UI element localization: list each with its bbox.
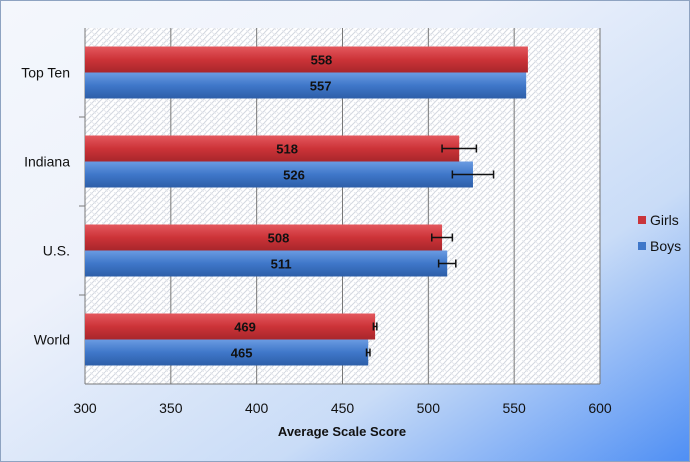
data-label: 526 bbox=[283, 168, 305, 183]
bars: 558 557 518 526 508 511 469 465 bbox=[85, 46, 528, 366]
category-labels: Top Ten Indiana U.S. World bbox=[21, 65, 70, 348]
data-label: 557 bbox=[310, 79, 332, 94]
bar-girls bbox=[85, 224, 443, 251]
x-tick-label: 500 bbox=[417, 400, 441, 416]
y-axis-ticks bbox=[79, 116, 85, 296]
legend-swatch-boys bbox=[638, 242, 646, 250]
data-label: 511 bbox=[271, 257, 292, 272]
category-label: World bbox=[34, 332, 70, 348]
x-tick-labels: 300 350 400 450 500 550 600 bbox=[73, 400, 612, 416]
data-label: 518 bbox=[276, 142, 298, 157]
category-label: U.S. bbox=[43, 243, 70, 259]
x-tick-label: 450 bbox=[331, 400, 355, 416]
legend-item-girls: Girls bbox=[638, 212, 679, 228]
data-label: 465 bbox=[231, 346, 253, 361]
x-tick-label: 350 bbox=[159, 400, 183, 416]
x-tick-label: 300 bbox=[73, 400, 97, 416]
category-label: Indiana bbox=[24, 154, 70, 170]
bar-boys bbox=[85, 250, 448, 277]
data-label: 508 bbox=[268, 231, 290, 246]
x-tick-label: 550 bbox=[502, 400, 526, 416]
x-tick-label: 400 bbox=[245, 400, 269, 416]
legend: Girls Boys bbox=[638, 212, 681, 254]
bar-boys bbox=[85, 72, 527, 99]
bar-girls bbox=[85, 313, 376, 340]
data-label: 469 bbox=[234, 320, 256, 335]
bar-girls bbox=[85, 46, 528, 73]
bar-boys bbox=[85, 161, 473, 188]
x-axis-label: Average Scale Score bbox=[278, 424, 406, 439]
legend-item-boys: Boys bbox=[638, 238, 681, 254]
bar-boys bbox=[85, 339, 369, 366]
legend-label-boys: Boys bbox=[650, 238, 681, 254]
legend-swatch-girls bbox=[638, 216, 646, 224]
legend-label-girls: Girls bbox=[650, 212, 679, 228]
x-tick-label: 600 bbox=[588, 400, 612, 416]
bar-girls bbox=[85, 135, 460, 162]
category-label: Top Ten bbox=[21, 65, 70, 81]
data-label: 558 bbox=[311, 53, 333, 68]
